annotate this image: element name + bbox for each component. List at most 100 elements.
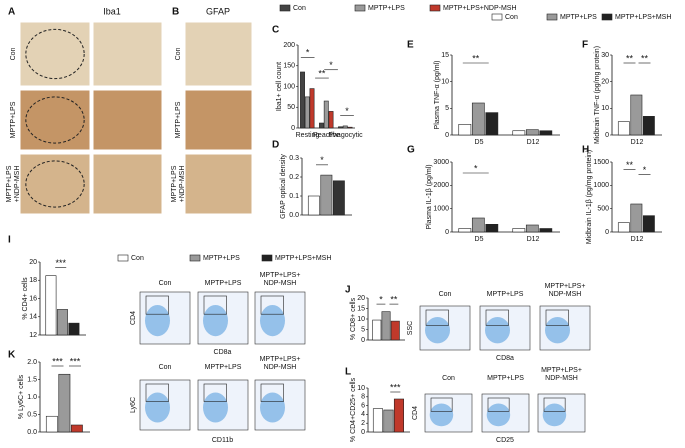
flow-title: MPTP+LPS (205, 280, 242, 287)
bar (539, 130, 553, 136)
y-tick-label: 2000 (433, 182, 449, 189)
flow-title: NDP-MSH (545, 375, 578, 382)
y-tick-label: 0.0 (289, 212, 299, 219)
row-label: +NDP-MSH (14, 166, 21, 203)
significance-mark: ** (626, 160, 634, 170)
flow-title: MPTP+LPS (487, 375, 524, 382)
bar (617, 121, 630, 136)
flow-title: NDP-MSH (549, 291, 582, 298)
bar (525, 224, 539, 233)
y-tick-label: 1000 (433, 206, 449, 213)
y-tick-label: 1.0 (27, 394, 37, 401)
row-label: MPTP+LPS (6, 165, 13, 202)
bar (390, 320, 400, 341)
legend-swatch (546, 13, 558, 21)
gate (545, 309, 569, 326)
gate (487, 397, 510, 412)
y-tick-label: 2 (361, 420, 365, 427)
region-outline (25, 28, 85, 80)
panel-label: H (582, 145, 589, 156)
y-tick-label: 0.5 (27, 411, 37, 418)
bar (328, 111, 334, 129)
y-tick-label: 500 (597, 206, 609, 213)
micrograph (92, 89, 163, 151)
legend-swatch (354, 4, 366, 12)
micrograph (92, 153, 163, 215)
bar (383, 409, 394, 433)
y-tick-label: 15 (357, 305, 365, 312)
bar (372, 408, 383, 433)
legend-label: MPTP+LPS (368, 5, 405, 12)
bar (630, 203, 643, 233)
bar (332, 180, 345, 216)
y-tick-label: 6 (361, 402, 365, 409)
legend-swatch (189, 254, 201, 262)
y-tick-label: 0.1 (289, 193, 299, 200)
significance-mark: * (329, 60, 333, 70)
panel-label: K (8, 350, 16, 361)
bar (642, 215, 655, 233)
legend-swatch (429, 4, 441, 12)
gate (260, 383, 284, 402)
flow-title: NDP-MSH (264, 280, 297, 287)
region-outline (25, 96, 85, 144)
bar (458, 228, 472, 233)
bar (56, 309, 68, 336)
gate (485, 309, 509, 326)
micrograph (184, 153, 253, 215)
y-tick-label: 15 (441, 52, 449, 59)
bar (338, 126, 343, 129)
cell-cloud (145, 392, 170, 423)
y-tick-label: 0 (605, 229, 609, 236)
gate (145, 383, 169, 402)
x-tick-label: D12 (527, 236, 540, 243)
y-tick-label: 1500 (593, 159, 609, 166)
bar (525, 129, 539, 136)
significance-mark: * (643, 165, 647, 175)
bar (471, 217, 485, 233)
y-tick-label: 0.3 (289, 155, 299, 162)
cell-cloud (486, 403, 511, 427)
significance-mark: ** (472, 53, 480, 63)
panel-label: B (172, 7, 179, 18)
bar (539, 228, 553, 233)
x-tick-label: D12 (631, 236, 644, 243)
flow-title: Con (159, 364, 172, 371)
legend-label: MPTP+LPS+MSH (275, 255, 331, 262)
gate (543, 397, 566, 412)
gate (203, 295, 227, 315)
flow-title: NDP-MSH (264, 364, 297, 371)
legend-swatch (261, 254, 273, 262)
legend-label: MPTP+LPS+NDP-MSH (443, 5, 517, 12)
y-tick-label: 20 (357, 295, 365, 302)
bar (642, 116, 655, 136)
bar (372, 319, 382, 341)
micrograph (19, 21, 91, 87)
significance-mark: *** (55, 258, 66, 268)
bar (458, 124, 472, 136)
gate (203, 383, 227, 402)
bar (319, 122, 324, 129)
micrograph (92, 21, 163, 87)
cell-cloud (203, 392, 228, 423)
y-tick-label: 50 (287, 104, 295, 111)
cell-cloud (545, 317, 570, 344)
gate (425, 309, 449, 326)
y-tick-label: 150 (283, 63, 295, 70)
y-tick-label: 0 (361, 429, 365, 436)
bar (471, 102, 485, 136)
flow-title: Con (442, 375, 455, 382)
y-tick-label: 10 (357, 316, 365, 323)
flow-x-label: CD25 (496, 437, 514, 444)
legend-swatch (601, 13, 613, 21)
y-axis-label: Iba1+ cell count (276, 62, 283, 111)
significance-mark: ** (318, 68, 326, 78)
legend-swatch (491, 13, 503, 21)
y-tick-label: 0 (445, 132, 449, 139)
panel-label: J (345, 285, 351, 296)
significance-mark: ** (390, 294, 398, 304)
bar (393, 398, 404, 433)
significance-mark: * (474, 163, 478, 173)
legend-label: Con (293, 5, 306, 12)
